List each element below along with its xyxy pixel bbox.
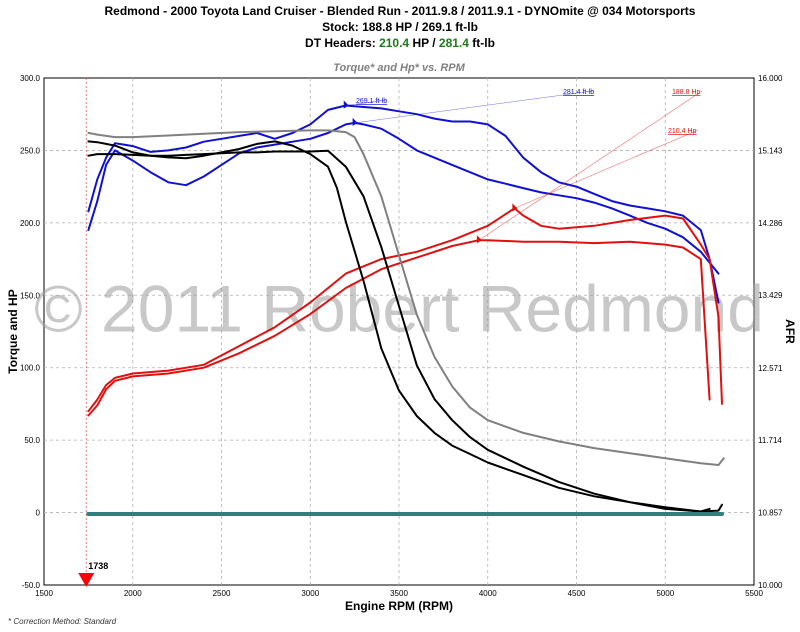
- y2-tick-label: 16.000: [758, 74, 783, 83]
- callout-leader: [345, 99, 387, 106]
- header-line-3-mid: HP /: [409, 36, 439, 50]
- callout-arrow: [352, 117, 358, 126]
- callout-leader: [514, 129, 699, 209]
- y2-tick-label: 14.286: [758, 219, 783, 228]
- rpm-marker-label: 1738: [88, 561, 108, 571]
- y-tick-label: 0: [36, 509, 41, 518]
- y-tick-label: 250.0: [20, 146, 41, 155]
- callout-arrow: [343, 100, 349, 109]
- callout-label: 269.1 ft-lb: [356, 98, 387, 105]
- callout-label: 281.4 ft-lb: [563, 89, 594, 96]
- y2-axis-label: AFR: [783, 319, 797, 344]
- series-line-afr_stock_b: [87, 149, 723, 513]
- series-line-afr_stock_a: [87, 140, 711, 513]
- callout-label: 210.4 Hp: [668, 128, 697, 135]
- x-tick-label: 2500: [213, 589, 231, 598]
- callout-label: 188.8 Hp: [672, 89, 701, 96]
- callout-arrow: [512, 203, 518, 212]
- header-line-3-suffix: ft-lb: [468, 36, 495, 50]
- series-line-afr_dt: [87, 129, 725, 466]
- chart-title: Torque* and Hp* vs. RPM: [333, 62, 465, 74]
- y-tick-label: 200.0: [20, 219, 41, 228]
- y-axis-label: Torque and HP: [6, 289, 20, 373]
- header-line-2: Stock: 188.8 HP / 269.1 ft-lb: [322, 20, 478, 34]
- y-tick-label: 300.0: [20, 74, 41, 83]
- header-line-1: Redmond - 2000 Toyota Land Cruiser - Ble…: [104, 4, 696, 18]
- y-tick-label: -50.0: [22, 581, 41, 590]
- y2-tick-label: 13.429: [758, 291, 783, 300]
- x-tick-label: 4000: [479, 589, 497, 598]
- header-line-3: DT Headers: 210.4 HP / 281.4 ft-lb: [0, 36, 800, 50]
- callout-leader: [354, 90, 594, 124]
- header-dt-hp: 210.4: [379, 36, 410, 50]
- y-tick-label: 150.0: [20, 291, 41, 300]
- footnote: * Correction Method: Standard: [8, 617, 117, 626]
- series-line-hp_stock: [87, 239, 711, 417]
- x-tick-label: 4500: [568, 589, 586, 598]
- y-tick-label: 100.0: [20, 364, 41, 373]
- header-dt-tq: 281.4: [438, 36, 469, 50]
- x-tick-label: 3000: [301, 589, 319, 598]
- x-tick-label: 1500: [35, 589, 53, 598]
- y2-tick-label: 15.143: [758, 146, 783, 155]
- callout-leader: [478, 90, 703, 241]
- y-tick-label: 50.0: [24, 436, 40, 445]
- series-line-hp_dt: [87, 207, 723, 413]
- header-line-3-prefix: DT Headers:: [305, 36, 380, 50]
- x-tick-label: 3500: [390, 589, 408, 598]
- y2-tick-label: 11.714: [758, 436, 782, 445]
- x-tick-label: 2000: [124, 589, 142, 598]
- rpm-marker-triangle: [78, 573, 95, 587]
- y2-tick-label: 10.000: [758, 581, 783, 590]
- series-line-torque_stock: [87, 121, 720, 275]
- x-axis-label: Engine RPM (RPM): [345, 599, 453, 613]
- callout-arrow: [476, 235, 482, 244]
- y2-tick-label: 10.857: [758, 509, 783, 518]
- series-line-torque_dt: [87, 104, 720, 304]
- x-tick-label: 5500: [745, 589, 763, 598]
- x-tick-label: 5000: [656, 589, 674, 598]
- y2-tick-label: 12.571: [758, 364, 783, 373]
